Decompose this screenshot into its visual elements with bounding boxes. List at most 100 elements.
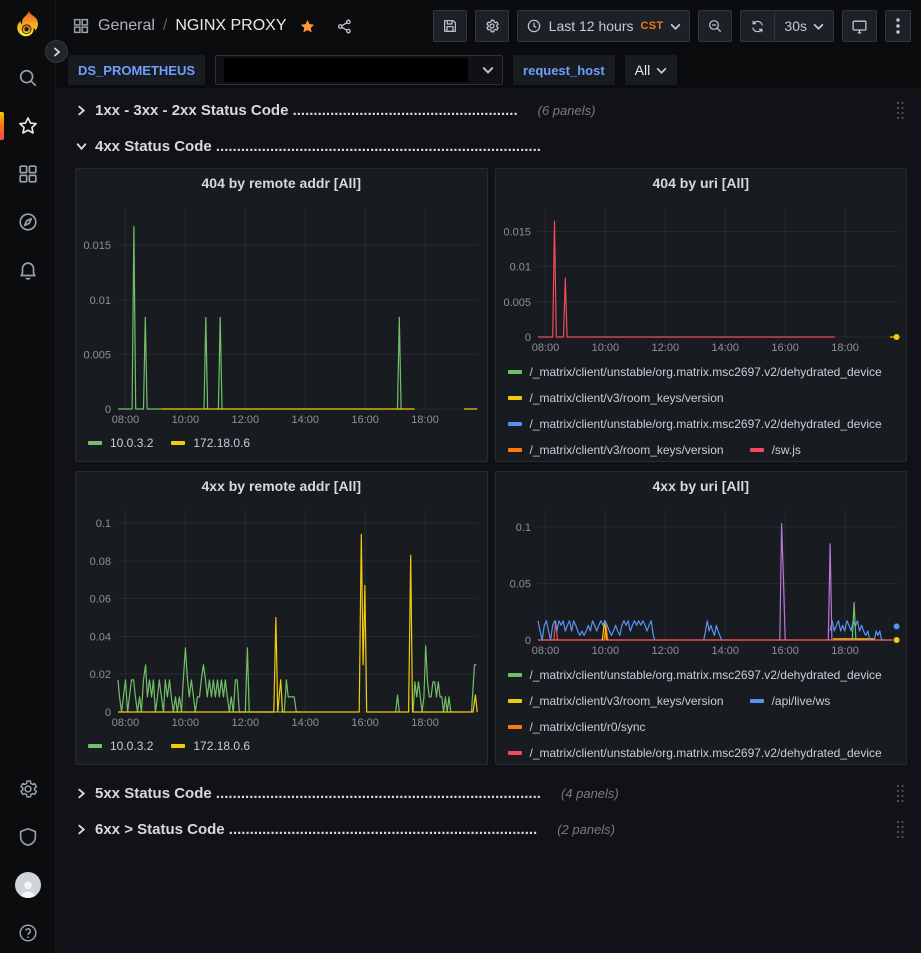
legend-item[interactable]: /_matrix/client/unstable/org.matrix.msc2…	[507, 740, 882, 760]
legend-item[interactable]: /_matrix/client/unstable/org.matrix.msc2…	[507, 359, 882, 385]
legend-label: /_matrix/client/r0/sync	[529, 720, 646, 734]
svg-text:10:00: 10:00	[172, 717, 200, 729]
sidebar-spacer	[0, 286, 55, 773]
panel-title[interactable]: 404 by uri [All]	[652, 175, 749, 191]
sidebar-item-search[interactable]	[0, 62, 56, 94]
svg-text:0.06: 0.06	[90, 594, 111, 606]
row-title: 1xx - 3xx - 2xx Status Code ............…	[95, 101, 518, 119]
svg-text:18:00: 18:00	[411, 414, 439, 426]
row-title: 5xx Status Code ........................…	[95, 784, 541, 802]
svg-text:12:00: 12:00	[651, 342, 679, 354]
variable-label-request-host: request_host	[513, 55, 615, 85]
row-header-1xx-3xx-2xx[interactable]: 1xx - 3xx - 2xx Status Code ............…	[75, 96, 907, 124]
panel-title[interactable]: 4xx by remote addr [All]	[201, 478, 362, 494]
sidebar-item-configuration[interactable]	[0, 773, 56, 805]
time-series-chart[interactable]: 08:00 10:00 12:00 14:00 16:00 18:00 0 0.005 0.01…	[496, 197, 907, 357]
svg-text:14:00: 14:00	[711, 342, 739, 354]
time-range-picker[interactable]: Last 12 hours CST	[516, 10, 691, 42]
favorite-star-icon[interactable]	[299, 18, 316, 35]
row-panel-count: (6 panels)	[537, 102, 596, 118]
panel-404-by-uri: 404 by uri [All] 08:00 10:00 12:00 14:00 16:0…	[494, 168, 907, 462]
legend-item[interactable]: 172.18.0.6	[171, 430, 250, 456]
svg-text:14:00: 14:00	[711, 645, 739, 657]
legend-item[interactable]: /_matrix/client/r0/sync	[507, 714, 646, 740]
legend-item[interactable]: 172.18.0.6	[171, 733, 250, 759]
refresh-interval-picker[interactable]: 30s	[774, 11, 833, 41]
row-panel-count: (4 panels)	[560, 785, 619, 801]
breadcrumb-dashboard-title[interactable]: NGINX PROXY	[175, 17, 287, 34]
row-panel-count: (2 panels)	[557, 821, 616, 837]
svg-text:08:00: 08:00	[531, 342, 559, 354]
grafana-flame-icon	[17, 10, 39, 37]
sidebar-item-help[interactable]	[0, 917, 56, 949]
svg-text:16:00: 16:00	[351, 717, 379, 729]
more-options-button[interactable]	[885, 10, 911, 42]
legend-label: /_matrix/client/v3/room_keys/version	[529, 391, 724, 405]
svg-text:0.005: 0.005	[83, 349, 111, 361]
legend-item[interactable]: /sw.js	[749, 437, 801, 457]
panels-grid-4xx: 404 by remote addr [All] 08:00 10:00 12:00 1…	[75, 168, 907, 765]
legend-swatch	[507, 448, 522, 452]
legend-item[interactable]: /_matrix/client/unstable/org.matrix.msc2…	[507, 411, 882, 437]
grafana-logo[interactable]	[0, 0, 56, 44]
svg-text:0.01: 0.01	[90, 295, 111, 307]
legend-swatch	[507, 422, 522, 426]
variable-select-ds-prometheus[interactable]	[215, 55, 504, 85]
sidebar-item-profile[interactable]	[0, 869, 56, 901]
sidebar-expand-button[interactable]	[45, 40, 68, 63]
svg-text:0.1: 0.1	[515, 522, 530, 534]
timezone-label: CST	[640, 20, 664, 32]
legend-item[interactable]: 10.0.3.2	[88, 733, 153, 759]
zoom-out-button[interactable]	[698, 10, 733, 42]
avatar	[15, 872, 41, 898]
sidebar-item-dashboards[interactable]	[0, 158, 56, 190]
row-drag-handle[interactable]	[895, 783, 907, 803]
time-series-chart[interactable]: 08:00 10:00 12:00 14:00 16:00 18:00 0 0.005 0.01…	[76, 197, 487, 429]
row-header-5xx[interactable]: 5xx Status Code ........................…	[75, 779, 907, 807]
svg-text:0: 0	[105, 404, 111, 416]
legend-item[interactable]: /_matrix/client/v3/room_keys/version	[507, 385, 724, 411]
legend-item[interactable]: /_matrix/client/v3/room_keys/version	[507, 437, 724, 457]
chevron-down-icon	[657, 67, 667, 74]
breadcrumb-folder[interactable]: General	[98, 17, 155, 34]
sidebar-item-explore[interactable]	[0, 206, 56, 238]
legend-swatch	[88, 744, 102, 748]
legend-label: /_matrix/client/v3/room_keys/version	[529, 694, 724, 708]
legend-swatch	[507, 673, 522, 677]
compass-icon	[19, 213, 37, 231]
legend-item[interactable]: /api/live/ws	[749, 688, 830, 714]
time-series-chart[interactable]: 08:00 10:00 12:00 14:00 16:00 18:00 0 0.05 0.1	[496, 500, 907, 660]
row-drag-handle[interactable]	[895, 819, 907, 839]
row-drag-handle[interactable]	[895, 100, 907, 120]
sidebar-item-starred[interactable]	[0, 110, 56, 142]
breadcrumb-separator: /	[162, 17, 168, 34]
legend-swatch	[507, 396, 522, 400]
share-icon[interactable]	[336, 18, 353, 35]
chevron-right-icon	[75, 824, 87, 835]
panel-404-by-remote-addr: 404 by remote addr [All] 08:00 10:00 12:00 1…	[75, 168, 488, 462]
sidebar-item-alerting[interactable]	[0, 254, 56, 286]
chevron-right-icon	[53, 47, 60, 56]
legend-label: /_matrix/client/unstable/org.matrix.msc2…	[529, 746, 882, 760]
legend-swatch	[88, 441, 102, 445]
legend-item[interactable]: 10.0.3.2	[88, 430, 153, 456]
dashboard-settings-button[interactable]	[474, 10, 509, 42]
row-header-6xx[interactable]: 6xx > Status Code ......................…	[75, 815, 907, 843]
save-dashboard-button[interactable]	[432, 10, 467, 42]
refresh-interval-label: 30s	[784, 18, 807, 34]
row-header-4xx[interactable]: 4xx Status Code ........................…	[75, 132, 907, 160]
variable-select-request-host[interactable]: All	[624, 55, 678, 85]
cycle-view-mode-button[interactable]	[842, 10, 877, 42]
refresh-button[interactable]	[741, 11, 774, 41]
panel-title[interactable]: 404 by remote addr [All]	[201, 175, 362, 191]
sidebar-item-server-admin[interactable]	[0, 821, 56, 853]
time-series-chart[interactable]: 08:00 10:00 12:00 14:00 16:00 18:00 0 0.02 0.04 0…	[76, 500, 487, 732]
legend-item[interactable]: /_matrix/client/v3/room_keys/version	[507, 688, 724, 714]
legend-item[interactable]: /_matrix/client/unstable/org.matrix.msc2…	[507, 662, 882, 688]
panel-title[interactable]: 4xx by uri [All]	[652, 478, 749, 494]
svg-text:0.015: 0.015	[503, 227, 531, 239]
legend-swatch	[507, 725, 522, 729]
variable-value-request-host: All	[634, 62, 651, 78]
dashboard-grid-icon[interactable]	[72, 17, 90, 35]
legend-label: 10.0.3.2	[110, 739, 154, 753]
